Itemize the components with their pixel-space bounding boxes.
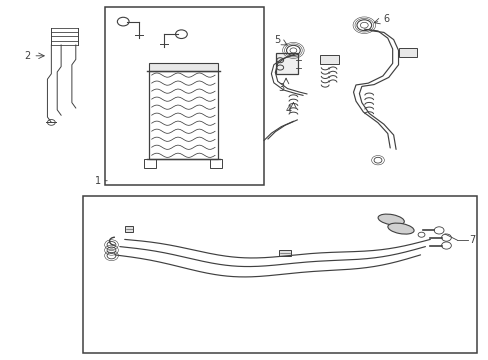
Bar [398, 48, 416, 57]
Ellipse shape [387, 223, 413, 234]
Bar [278, 250, 290, 256]
Text: 5: 5 [274, 35, 280, 45]
Text: 4: 4 [285, 105, 291, 115]
Ellipse shape [377, 214, 404, 225]
Bar [149, 71, 217, 159]
Bar [320, 55, 338, 64]
Bar [83, 196, 476, 353]
Bar [124, 226, 133, 232]
Text: 2: 2 [24, 51, 30, 61]
Bar [210, 159, 222, 168]
Bar [149, 63, 217, 71]
Text: 6: 6 [383, 14, 388, 24]
Text: 3: 3 [278, 83, 284, 93]
Text: 7: 7 [468, 235, 475, 245]
Bar [276, 53, 298, 74]
Bar [144, 159, 156, 168]
Bar [105, 7, 264, 185]
Text: 1: 1 [95, 176, 101, 186]
